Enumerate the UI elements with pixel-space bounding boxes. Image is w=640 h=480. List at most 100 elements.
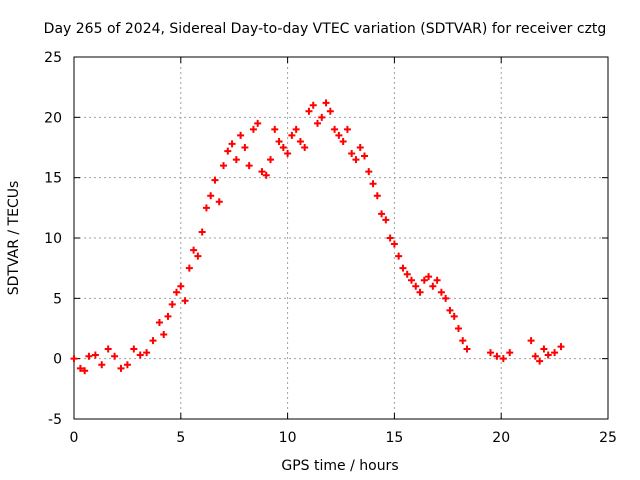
- data-point-marker: [322, 99, 330, 107]
- data-point-marker: [224, 147, 232, 155]
- data-point-marker: [365, 168, 373, 176]
- x-tick-label: 0: [70, 430, 79, 446]
- data-point-marker: [487, 349, 495, 357]
- data-point-marker: [395, 252, 403, 260]
- data-point-marker: [117, 364, 125, 372]
- data-point-marker: [85, 352, 93, 360]
- data-point-marker: [81, 367, 89, 375]
- data-point-marker: [194, 252, 202, 260]
- data-point-marker: [149, 337, 157, 345]
- data-point-marker: [544, 351, 552, 359]
- data-point-marker: [164, 312, 172, 320]
- data-point-marker: [348, 150, 356, 158]
- data-point-marker: [326, 107, 334, 115]
- data-point-marker: [279, 144, 287, 151]
- data-point-marker: [168, 300, 176, 308]
- data-point-marker: [531, 352, 539, 360]
- data-point-marker: [104, 345, 112, 353]
- data-point-marker: [271, 125, 279, 133]
- data-point-marker: [386, 234, 394, 242]
- data-point-marker: [356, 144, 364, 151]
- data-point-marker: [459, 337, 467, 345]
- data-point-marker: [382, 216, 390, 224]
- data-point-marker: [190, 246, 198, 254]
- x-tick-label: 20: [492, 430, 510, 446]
- data-markers: [70, 99, 565, 375]
- data-point-marker: [433, 276, 441, 284]
- data-point-marker: [232, 156, 240, 164]
- data-point-marker: [403, 270, 411, 278]
- data-point-marker: [343, 125, 351, 133]
- data-point-marker: [241, 144, 249, 151]
- data-point-marker: [207, 192, 215, 200]
- y-tick-label: 0: [53, 352, 62, 368]
- data-point-marker: [202, 204, 210, 212]
- y-tick-label: 15: [44, 171, 62, 187]
- data-point-marker: [254, 119, 262, 127]
- data-point-marker: [420, 276, 428, 284]
- y-axis-label: SDTVAR / TECUs: [6, 181, 22, 296]
- data-point-marker: [305, 107, 313, 115]
- y-tick-label: 20: [44, 110, 62, 126]
- y-tick-label: 5: [53, 291, 62, 307]
- data-point-marker: [536, 357, 544, 365]
- data-point-marker: [446, 306, 454, 314]
- data-point-marker: [123, 361, 131, 369]
- chart-title: Day 265 of 2024, Sidereal Day-to-day VTE…: [44, 21, 607, 37]
- data-point-marker: [130, 345, 138, 353]
- data-point-marker: [373, 192, 381, 200]
- data-point-marker: [215, 198, 223, 206]
- grid-lines: [74, 57, 608, 419]
- data-point-marker: [331, 125, 339, 133]
- data-point-marker: [425, 273, 433, 281]
- data-point-marker: [442, 294, 450, 302]
- data-point-marker: [136, 351, 144, 359]
- data-point-marker: [292, 125, 300, 133]
- data-point-marker: [91, 351, 99, 359]
- data-point-marker: [284, 150, 292, 158]
- data-point-marker: [160, 331, 168, 339]
- data-point-marker: [527, 337, 535, 345]
- data-point-marker: [220, 162, 228, 170]
- data-point-marker: [339, 137, 347, 145]
- data-point-marker: [399, 264, 407, 272]
- y-tick-label: 25: [44, 50, 62, 66]
- data-point-marker: [360, 152, 368, 160]
- y-tick-label: 10: [44, 231, 62, 247]
- x-tick-label: 25: [599, 430, 617, 446]
- data-point-marker: [173, 288, 181, 296]
- data-point-marker: [369, 180, 377, 188]
- data-point-marker: [237, 131, 245, 139]
- data-point-marker: [267, 156, 275, 164]
- data-point-marker: [258, 168, 266, 176]
- data-point-marker: [378, 210, 386, 218]
- data-point-marker: [249, 125, 257, 133]
- data-point-marker: [454, 325, 462, 332]
- x-tick-label: 5: [176, 430, 185, 446]
- x-tick-label: 10: [279, 430, 297, 446]
- data-point-marker: [493, 352, 501, 360]
- data-point-marker: [155, 318, 163, 326]
- data-point-marker: [314, 119, 322, 127]
- data-point-marker: [70, 355, 78, 363]
- data-point-marker: [506, 349, 514, 357]
- data-point-marker: [98, 361, 106, 369]
- data-point-marker: [211, 176, 219, 184]
- data-point-marker: [416, 288, 424, 296]
- data-point-marker: [557, 343, 565, 351]
- data-point-marker: [198, 228, 206, 236]
- data-point-marker: [352, 156, 360, 164]
- data-point-marker: [551, 349, 559, 357]
- data-point-marker: [540, 345, 548, 353]
- data-point-marker: [76, 364, 84, 372]
- y-tick-label: -5: [48, 412, 62, 428]
- x-axis-label: GPS time / hours: [281, 458, 398, 474]
- data-point-marker: [111, 352, 119, 360]
- data-point-marker: [185, 264, 193, 272]
- data-point-marker: [412, 282, 420, 290]
- data-point-marker: [450, 312, 458, 320]
- data-point-marker: [143, 349, 151, 357]
- data-point-marker: [390, 240, 398, 248]
- data-point-marker: [275, 137, 283, 145]
